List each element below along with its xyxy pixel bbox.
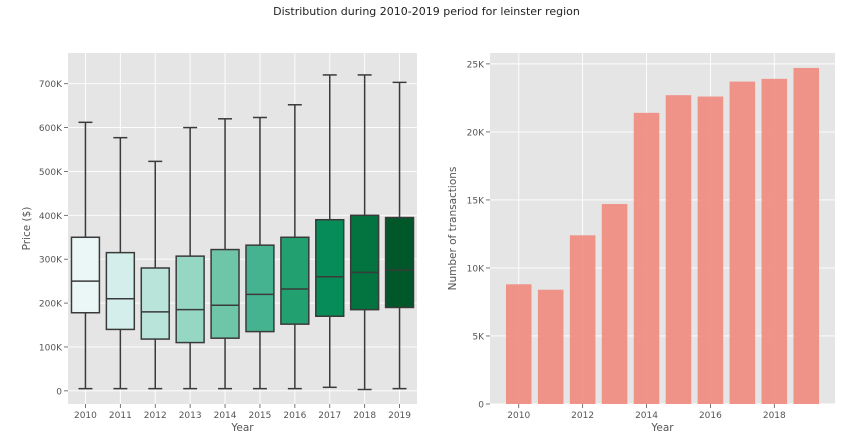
y-tick-label: 0 <box>478 401 484 411</box>
box-body <box>384 216 415 309</box>
box-2012 <box>140 160 170 390</box>
x-tick-label: 2017 <box>318 411 341 421</box>
box-2015 <box>245 116 275 390</box>
y-tick-label: 15K <box>467 196 485 206</box>
bar-series <box>505 67 820 405</box>
x-tick-label: 2014 <box>635 411 658 421</box>
x-tick-label: 2011 <box>109 411 132 421</box>
bar-y-axis-label: Number of transactions <box>447 167 459 291</box>
box-2016 <box>280 104 310 390</box>
box-body <box>70 236 101 314</box>
box-body <box>315 218 345 318</box>
x-tick-label: 2012 <box>144 411 167 421</box>
box-body <box>140 267 170 340</box>
y-tick-label: 0 <box>56 387 62 397</box>
x-tick-label: 2016 <box>283 411 306 421</box>
boxplot-x-axis-label: Year <box>230 422 254 434</box>
box-2010 <box>70 121 101 390</box>
x-tick-label: 2016 <box>699 411 722 421</box>
bar-2015 <box>665 95 692 405</box>
x-tick-label: 2015 <box>248 411 271 421</box>
bar-x-axis-label: Year <box>650 422 674 434</box>
boxplot-axes: 0 100K 200K 300K 400K 500K 600K 700K 2010 2011 201… <box>39 80 411 421</box>
box-body <box>349 214 380 311</box>
y-tick-label: 20K <box>467 128 485 138</box>
bar-2018 <box>761 78 788 404</box>
y-tick-label: 200K <box>39 300 63 310</box>
box-body <box>280 236 310 325</box>
bar-2011 <box>537 289 564 404</box>
x-tick-label: 2014 <box>214 411 237 421</box>
bar-2013 <box>601 204 628 404</box>
x-tick-label: 2018 <box>353 411 376 421</box>
y-tick-label: 10K <box>467 264 485 274</box>
bar-2016 <box>697 96 724 404</box>
boxplot-y-axis-label: Price ($) <box>21 207 33 251</box>
box-body <box>105 251 136 331</box>
box-2011 <box>105 136 136 390</box>
box-2019 <box>384 81 415 390</box>
y-tick-label: 600K <box>39 124 63 134</box>
bar-2010 <box>505 284 532 404</box>
bar-axes: 0 5K 10K 15K 20K 25K 2010 2012 2014 2016 2018 <box>467 60 786 421</box>
bar-2014 <box>633 112 660 404</box>
y-tick-label: 5K <box>472 332 485 342</box>
y-tick-label: 25K <box>467 60 485 70</box>
transactions-bar-chart: 0 5K 10K 15K 20K 25K 2010 2012 2014 2016 2018 Year… <box>447 53 835 434</box>
y-tick-label: 700K <box>39 80 63 90</box>
x-tick-label: 2018 <box>763 411 786 421</box>
y-tick-label: 300K <box>39 256 63 266</box>
y-tick-label: 100K <box>39 343 63 353</box>
bar-2017 <box>729 81 756 405</box>
box-2014 <box>210 118 240 390</box>
box-body <box>245 244 275 333</box>
x-tick-label: 2010 <box>507 411 530 421</box>
x-tick-label: 2019 <box>388 411 411 421</box>
box-2017 <box>315 74 345 389</box>
box-2018 <box>349 74 380 391</box>
box-body <box>175 255 205 344</box>
y-tick-label: 500K <box>39 168 63 178</box>
box-2013 <box>175 126 205 390</box>
boxplot-boxes <box>70 74 415 391</box>
y-tick-label: 400K <box>39 212 63 222</box>
x-tick-label: 2012 <box>571 411 594 421</box>
price-boxplot-chart: 0 100K 200K 300K 400K 500K 600K 700K 2010 2011 201… <box>21 53 417 434</box>
x-tick-label: 2013 <box>179 411 202 421</box>
x-tick-label: 2010 <box>74 411 97 421</box>
bar-2012 <box>569 235 596 404</box>
bar-2019 <box>793 67 820 404</box>
box-body <box>210 248 240 339</box>
figure-title: Distribution during 2010-2019 period for… <box>273 5 580 18</box>
